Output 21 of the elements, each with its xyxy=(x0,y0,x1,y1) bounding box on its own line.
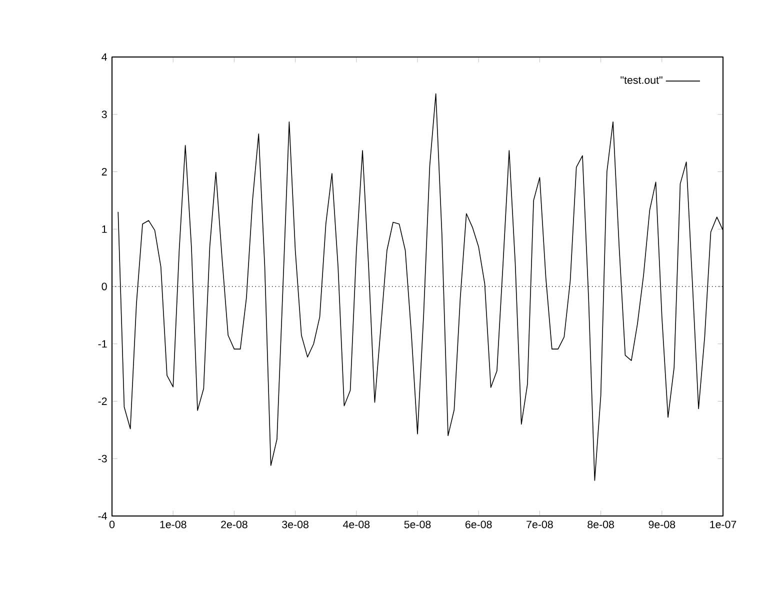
y-tick-label: 1 xyxy=(102,225,107,233)
y-tick-label: 4 xyxy=(102,53,107,61)
y-tick-label: -4 xyxy=(98,512,107,520)
legend-label: "test.out" xyxy=(620,76,662,84)
y-tick-label: -3 xyxy=(98,454,107,462)
y-tick-label: -2 xyxy=(98,398,107,405)
y-tick-label: 0 xyxy=(102,282,107,290)
x-tick-label: 0 xyxy=(109,520,115,528)
y-tick-label: 2 xyxy=(102,168,107,176)
x-tick-label: 5e-08 xyxy=(404,520,431,528)
x-tick-label: 4e-08 xyxy=(343,520,370,528)
x-tick-label: 1e-07 xyxy=(710,520,736,528)
x-tick-label: 1e-08 xyxy=(160,520,186,528)
x-tick-label: 7e-08 xyxy=(526,520,553,528)
x-tick-label: 3e-08 xyxy=(282,520,308,528)
x-tick-label: 8e-08 xyxy=(588,520,614,528)
y-tick-label: -1 xyxy=(98,340,107,348)
y-tick-label: 3 xyxy=(102,110,107,118)
x-tick-label: 2e-08 xyxy=(221,520,248,528)
x-tick-label: 9e-08 xyxy=(648,520,676,528)
x-tick-label: 6e-08 xyxy=(466,520,492,528)
